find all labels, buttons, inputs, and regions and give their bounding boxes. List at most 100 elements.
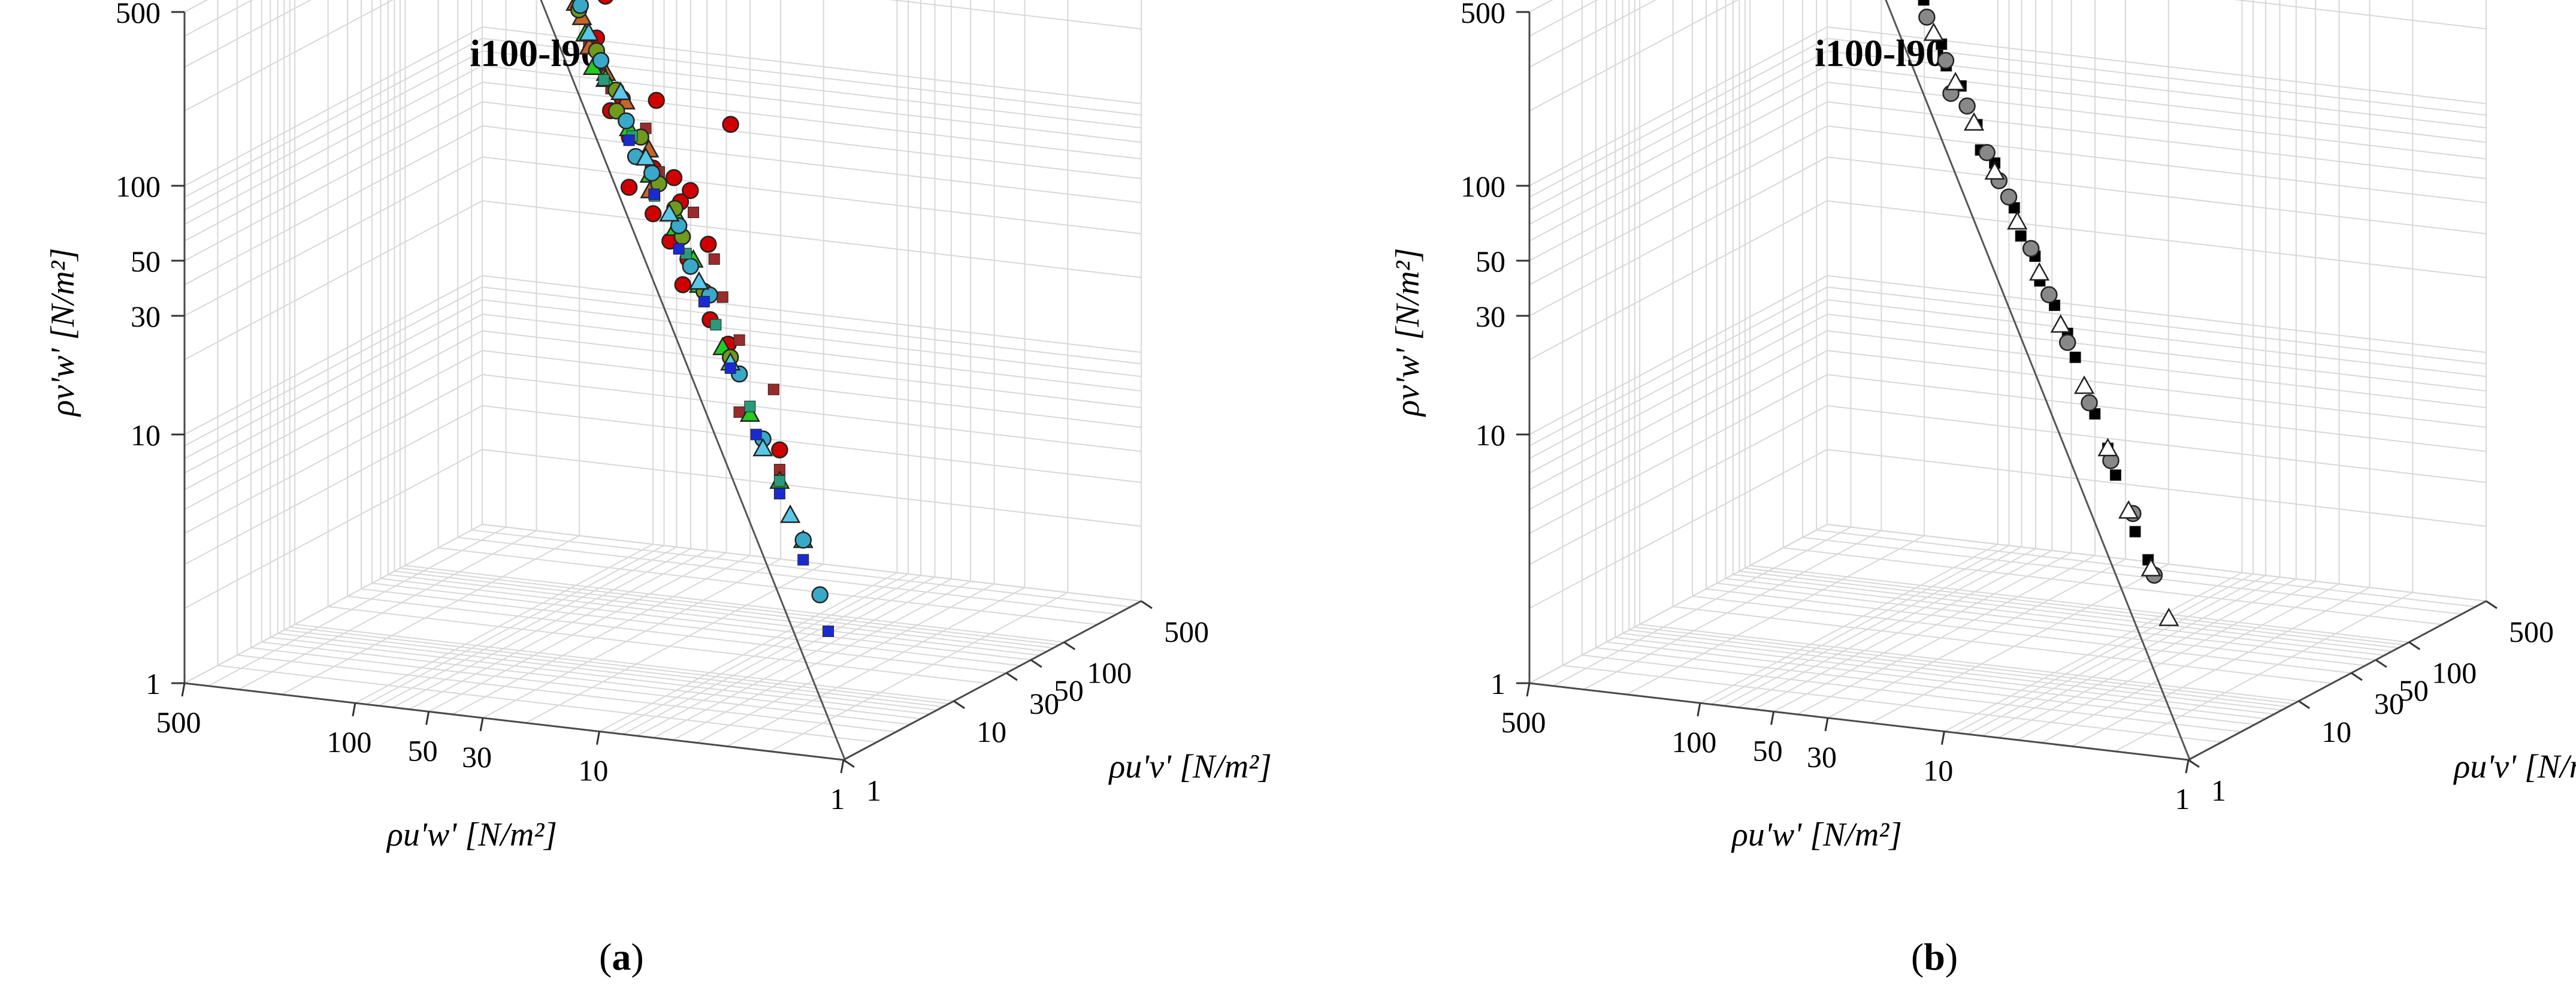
axis-line: [2188, 600, 2487, 761]
caption-b: (b): [1911, 935, 1958, 978]
data-point: [2081, 394, 2098, 412]
chart-title: i100-l90: [1815, 32, 1945, 74]
data-point: [823, 625, 835, 637]
grid-frame: [1529, 524, 1828, 684]
z-tick-label: 1: [146, 667, 161, 701]
data-point: [665, 169, 683, 186]
grid-line: [1529, 0, 2487, 112]
grid-line: [727, 0, 1026, 747]
data-point: [682, 258, 699, 275]
y-tick: [2375, 659, 2387, 668]
data-point: [2022, 240, 2040, 258]
y-tick-label: 1: [2211, 774, 2226, 807]
caption-a: (a): [599, 935, 644, 978]
data-point: [773, 488, 785, 500]
data-point: [673, 243, 685, 255]
x-tick-label: 100: [326, 725, 371, 759]
x-tick: [425, 711, 430, 725]
data-point: [2000, 188, 2018, 206]
data-point: [750, 428, 762, 440]
x-tick-label: 1: [2175, 782, 2190, 816]
z-tick-label: 10: [131, 418, 161, 452]
x-tick: [1526, 683, 1531, 697]
data-point: [767, 384, 779, 396]
x-tick-label: 30: [1807, 740, 1837, 774]
data-point: [598, 74, 610, 86]
data-point: [710, 319, 722, 331]
x-tick-label: 10: [578, 754, 608, 787]
y-tick-label: 10: [2321, 715, 2351, 749]
grid-line: [404, 0, 1065, 643]
grid-line: [1749, 0, 2409, 643]
data-point: [1918, 8, 1936, 26]
data-point: [618, 112, 635, 129]
x-tick: [352, 702, 356, 717]
grid-frame: [184, 0, 208, 13]
z-tick-label: 500: [116, 0, 161, 29]
data-point: [2069, 351, 2081, 363]
x-tick: [595, 731, 600, 745]
data-point: [794, 532, 812, 549]
data-point: [1923, 22, 1944, 41]
x-tick: [479, 717, 484, 732]
grid-line: [1723, 0, 2022, 707]
diagonal-line: [540, 0, 847, 763]
data-point: [1978, 144, 1996, 161]
data-point: [620, 179, 638, 196]
data-point: [1963, 112, 1985, 131]
grid-line: [2041, 0, 2340, 744]
data-point: [2158, 607, 2179, 626]
y-tick: [2298, 700, 2310, 710]
data-point: [1918, 0, 1930, 6]
data-point: [811, 586, 829, 603]
data-point: [670, 217, 688, 234]
grid-line: [525, 0, 824, 724]
x-tick-label: 10: [1923, 754, 1953, 787]
data-point: [2007, 211, 2028, 230]
data-point: [739, 403, 760, 422]
grid-line: [1529, 0, 1657, 68]
z-tick-label: 50: [1476, 245, 1505, 278]
y-tick: [953, 700, 965, 710]
data-point: [700, 236, 717, 253]
x-tick-label: 30: [462, 740, 492, 774]
y-tick: [843, 759, 855, 768]
y-tick-label: 500: [1164, 615, 1209, 648]
data-point: [2118, 500, 2139, 519]
data-point: [716, 291, 728, 303]
data-point: [708, 253, 720, 265]
y-tick-label: 1: [866, 774, 881, 807]
data-point: [744, 400, 756, 412]
y-tick: [1063, 641, 1076, 650]
y-tick: [1141, 600, 1153, 609]
data-point: [1984, 161, 2005, 180]
y-tick: [2408, 641, 2421, 650]
x-tick-label: 1: [830, 782, 845, 816]
data-point: [771, 441, 788, 458]
grid-line: [1744, 0, 2404, 646]
grid-line: [1870, 0, 2169, 724]
data-point: [635, 147, 657, 166]
data-point: [724, 362, 736, 374]
data-point: [644, 205, 662, 222]
grid-line: [2114, 0, 2414, 752]
data-point: [1958, 97, 1976, 115]
z-tick-label: 1: [1490, 667, 1505, 701]
grid-line: [2188, 0, 2487, 760]
grid-frame: [1827, 524, 2487, 602]
x-axis-label: ρu'w' [N/m²]: [1731, 816, 1902, 853]
z-tick-label: 500: [1461, 0, 1505, 29]
y-tick-label: 50: [1054, 674, 1084, 707]
data-point: [2074, 375, 2095, 394]
data-point: [2015, 230, 2027, 242]
x-tick: [840, 759, 845, 774]
y-tick: [2351, 672, 2363, 681]
axis-line: [1529, 682, 2189, 761]
data-point: [2028, 262, 2050, 281]
data-point: [698, 295, 710, 307]
data-point: [643, 164, 661, 182]
grid-frame: [482, 524, 1142, 602]
y-tick: [1030, 659, 1042, 668]
z-axis-label: ρv'w' [N/m²]: [44, 248, 81, 418]
